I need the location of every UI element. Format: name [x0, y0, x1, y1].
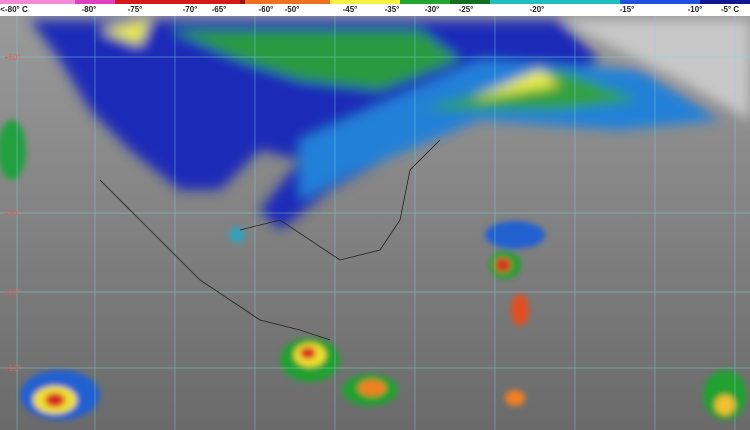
- scale-tick: -75°: [127, 5, 143, 14]
- latitude-label: +30°: [4, 209, 21, 218]
- scale-tick: -20°: [529, 5, 545, 14]
- scale-tick: -45°: [342, 5, 358, 14]
- scale-tick: -10°: [687, 5, 703, 14]
- scale-tick: <-80° C: [0, 5, 28, 14]
- latitude-label: +50°: [4, 53, 21, 62]
- scale-tick: -65°: [211, 5, 227, 14]
- color-swatch: [115, 0, 240, 4]
- color-swatch: [490, 0, 620, 4]
- color-swatch: [400, 0, 450, 4]
- scale-tick: -30°: [424, 5, 440, 14]
- lat-lon-grid: [0, 16, 750, 430]
- color-swatch: [245, 0, 330, 4]
- color-swatch: [700, 0, 750, 4]
- color-strip: [0, 0, 750, 4]
- scale-tick: -50°: [284, 5, 300, 14]
- scale-tick: -25°: [458, 5, 474, 14]
- scale-tick: -35°: [384, 5, 400, 14]
- color-swatch: [240, 0, 245, 4]
- color-swatch: [330, 0, 400, 4]
- temperature-color-scale: <-80° C -80° -75° -70° -65° -60° -50° -4…: [0, 0, 750, 16]
- color-swatch: [620, 0, 700, 4]
- scale-tick: -60°: [258, 5, 274, 14]
- latitude-label: +10°: [4, 364, 21, 373]
- satellite-infrared-image: [0, 16, 750, 430]
- scale-tick: -70°: [182, 5, 198, 14]
- scale-tick: -15°: [619, 5, 635, 14]
- color-swatch: [0, 0, 75, 4]
- scale-tick: -80°: [81, 5, 97, 14]
- cloud-mass-north: [30, 20, 750, 230]
- storm-clusters: [0, 120, 747, 420]
- latitude-label: +20°: [4, 288, 21, 297]
- color-swatch: [450, 0, 490, 4]
- scale-tick: -5° C: [720, 5, 740, 14]
- coastline: [99, 139, 441, 341]
- color-swatch: [75, 0, 115, 4]
